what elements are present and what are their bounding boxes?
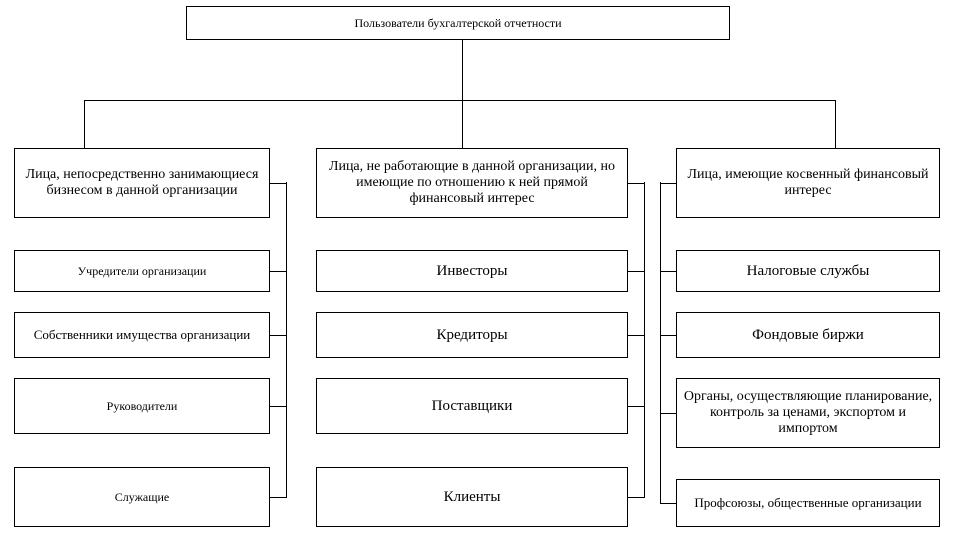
group-header-2-label: Лица, имеющие косвенный финансовый интер…	[683, 167, 933, 199]
group-1-item-1-label: Кредиторы	[436, 327, 507, 344]
item-stub-1-2	[628, 406, 644, 407]
group-1-item-1: Кредиторы	[316, 312, 628, 358]
item-stub-0-2	[270, 406, 286, 407]
group-0-item-3: Служащие	[14, 467, 270, 527]
group-2-item-2: Органы, осуществляющие планирование, кон…	[676, 378, 940, 448]
group-spine-1	[644, 182, 645, 498]
group-0-item-2: Руководители	[14, 378, 270, 434]
item-stub-2-0	[660, 271, 676, 272]
group-2-item-1-label: Фондовые биржи	[752, 327, 864, 344]
item-stub-0-3	[270, 497, 286, 498]
group-2-item-3: Профсоюзы, общественные организации	[676, 479, 940, 527]
root-node-label: Пользователи бухгалтерской отчетности	[354, 16, 561, 31]
group-0-item-3-label: Служащие	[115, 490, 169, 505]
group-1-item-0-label: Инвесторы	[437, 263, 508, 280]
group-header-0: Лица, непосредственно занимающиеся бизне…	[14, 148, 270, 218]
drop-line-1	[462, 100, 463, 148]
drop-line-2	[835, 100, 836, 148]
group-1-item-3: Клиенты	[316, 467, 628, 527]
item-stub-1-1	[628, 335, 644, 336]
item-stub-1-3	[628, 497, 644, 498]
group-0-item-1-label: Собственники имущества организации	[34, 327, 250, 343]
group-header-stub-0	[270, 183, 286, 184]
item-stub-0-0	[270, 271, 286, 272]
group-spine-0	[286, 182, 287, 498]
group-1-item-2: Поставщики	[316, 378, 628, 434]
root-node: Пользователи бухгалтерской отчетности	[186, 6, 730, 40]
group-2-item-3-label: Профсоюзы, общественные организации	[694, 495, 921, 511]
group-2-item-0: Налоговые службы	[676, 250, 940, 292]
item-stub-2-1	[660, 335, 676, 336]
item-stub-0-1	[270, 335, 286, 336]
item-stub-2-2	[660, 413, 676, 414]
trunk-line	[462, 40, 463, 100]
group-0-item-1: Собственники имущества организации	[14, 312, 270, 358]
group-header-1: Лица, не работающие в данной организации…	[316, 148, 628, 218]
drop-line-0	[84, 100, 85, 148]
item-stub-2-3	[660, 503, 676, 504]
item-stub-1-0	[628, 271, 644, 272]
group-0-item-0-label: Учредители организации	[78, 264, 207, 279]
group-2-item-0-label: Налоговые службы	[747, 263, 870, 280]
group-1-item-2-label: Поставщики	[432, 398, 513, 415]
group-header-stub-2	[660, 183, 676, 184]
group-1-item-0: Инвесторы	[316, 250, 628, 292]
top-bar-line	[84, 100, 835, 101]
group-spine-2	[660, 182, 661, 504]
group-2-item-2-label: Органы, осуществляющие планирование, кон…	[683, 389, 933, 437]
group-1-item-3-label: Клиенты	[444, 489, 501, 506]
group-0-item-2-label: Руководители	[107, 399, 178, 414]
group-header-2: Лица, имеющие косвенный финансовый интер…	[676, 148, 940, 218]
group-0-item-0: Учредители организации	[14, 250, 270, 292]
group-header-stub-1	[628, 183, 644, 184]
group-header-0-label: Лица, непосредственно занимающиеся бизне…	[21, 167, 263, 199]
group-header-1-label: Лица, не работающие в данной организации…	[323, 159, 621, 207]
group-2-item-1: Фондовые биржи	[676, 312, 940, 358]
